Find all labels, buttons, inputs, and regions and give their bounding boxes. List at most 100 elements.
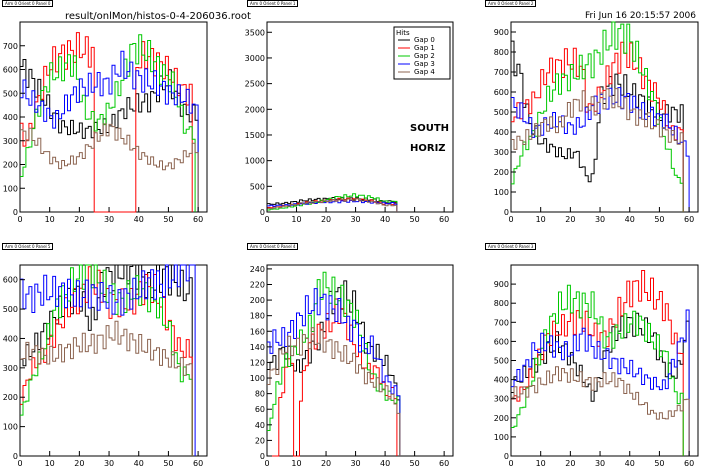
y-tick-label: 500 [3, 305, 18, 314]
x-tick-label: 10 [536, 459, 546, 468]
y-tick-label: 1000 [245, 157, 265, 166]
x-tick-label: 10 [45, 459, 55, 468]
x-tick-label: 10 [45, 215, 55, 224]
y-tick-label: 100 [494, 188, 509, 197]
y-tick-label: 200 [494, 414, 509, 423]
histogram-gap-1 [511, 41, 684, 212]
x-tick-label: 60 [439, 459, 449, 468]
histogram-gap-0 [511, 40, 684, 212]
x-tick-label: 60 [684, 215, 694, 224]
x-tick-label: 30 [350, 215, 360, 224]
y-tick-label: 160 [250, 327, 265, 336]
panel-1: 0 10 20 30 40 50 60 0 500 1000 1500 2000 2500 3000 350… [245, 21, 454, 224]
histogram-gap-0 [267, 196, 398, 212]
y-tick-label: 400 [494, 376, 509, 385]
plot-frame [510, 21, 699, 213]
legend-title: Hits [396, 29, 410, 37]
histogram-gap-2 [20, 264, 193, 456]
x-tick-label: 30 [104, 459, 114, 468]
x-tick-label: 40 [134, 215, 144, 224]
annotation-horiz: HORIZ [410, 143, 446, 154]
x-tick-label: 60 [193, 459, 203, 468]
histogram-gap-4 [511, 88, 684, 212]
x-tick-label: 40 [134, 459, 144, 468]
x-tick-label: 0 [508, 215, 513, 224]
panel-5: 0 10 20 30 40 50 60010020030040050060070080090… [494, 264, 699, 468]
y-tick-label: 600 [494, 337, 509, 346]
y-tick-label: 100 [250, 374, 265, 383]
legend-box [393, 26, 451, 80]
y-tick-label: 200 [3, 161, 18, 170]
panel-2: 0 10 20 30 40 50 60010020030040050060070080090… [494, 21, 699, 224]
histogram-gap-4 [267, 198, 398, 212]
y-tick-label: 240 [250, 265, 265, 274]
y-tick-label: 600 [3, 276, 18, 285]
y-tick-label: 800 [494, 48, 509, 57]
y-tick-label: 600 [494, 88, 509, 97]
histogram-gap-3 [20, 50, 199, 212]
x-tick-label: 20 [565, 459, 575, 468]
y-tick-label: 0 [13, 452, 18, 461]
y-tick-label: 500 [250, 182, 265, 191]
y-tick-label: 60 [255, 405, 265, 414]
x-tick-label: 20 [321, 215, 331, 224]
y-tick-label: 700 [494, 318, 509, 327]
y-tick-label: 200 [250, 296, 265, 305]
y-tick-label: 100 [494, 433, 509, 442]
y-tick-label: 500 [3, 89, 18, 98]
x-tick-label: 0 [264, 459, 269, 468]
y-tick-label: 180 [250, 312, 265, 321]
y-tick-label: 500 [494, 357, 509, 366]
annotation-south: SOUTH [410, 123, 449, 134]
x-tick-label: 60 [684, 459, 694, 468]
y-tick-label: 3000 [245, 54, 265, 63]
legend-entry: Gap 4 [414, 68, 435, 76]
y-tick-label: 400 [3, 113, 18, 122]
x-tick-label: 50 [654, 215, 664, 224]
histogram-gap-2 [20, 34, 196, 212]
x-tick-label: 0 [17, 459, 22, 468]
legend-entry: Gap 3 [414, 60, 435, 68]
x-tick-label: 40 [625, 459, 635, 468]
histogram-gap-4 [511, 366, 690, 456]
plot-frame [510, 264, 699, 457]
x-tick-label: 10 [291, 215, 301, 224]
y-tick-label: 0 [504, 208, 509, 217]
x-tick-label: 40 [625, 215, 635, 224]
y-tick-label: 200 [3, 393, 18, 402]
x-tick-label: 20 [74, 459, 84, 468]
panel-title-4: Arm 0 Orient 0 Panel 4 [247, 243, 299, 250]
histogram-gap-2 [511, 21, 684, 212]
y-tick-label: 300 [494, 395, 509, 404]
panel-title-3: Arm 0 Orient 0 Panel 5 [2, 243, 54, 250]
y-tick-label: 400 [494, 128, 509, 137]
histogram-gap-3 [20, 264, 196, 456]
x-tick-label: 30 [350, 459, 360, 468]
y-tick-label: 300 [3, 364, 18, 373]
x-tick-label: 10 [536, 215, 546, 224]
x-tick-label: 30 [104, 215, 114, 224]
plot-frame [19, 264, 208, 457]
x-tick-label: 20 [565, 215, 575, 224]
x-tick-label: 50 [410, 215, 420, 224]
histogram-gap-1 [20, 32, 193, 213]
histogram-gap-3 [511, 309, 690, 456]
y-tick-label: 2000 [245, 105, 265, 114]
x-tick-label: 60 [439, 215, 449, 224]
x-tick-label: 20 [74, 215, 84, 224]
y-tick-label: 40 [255, 421, 265, 430]
y-tick-label: 200 [494, 168, 509, 177]
y-tick-label: 0 [13, 208, 18, 217]
plot-frame [266, 264, 454, 457]
filename-label: result/onlMon/histos-0-4-206036.root [65, 11, 251, 22]
y-tick-label: 3500 [245, 28, 265, 37]
x-tick-label: 50 [654, 459, 664, 468]
panel-title-2: Arm 0 Orient 0 Panel 2 [485, 0, 537, 7]
x-tick-label: 0 [264, 215, 269, 224]
x-tick-label: 40 [380, 215, 390, 224]
x-tick-label: 60 [193, 215, 203, 224]
histogram-gap-4 [20, 320, 193, 456]
y-tick-label: 900 [494, 280, 509, 289]
